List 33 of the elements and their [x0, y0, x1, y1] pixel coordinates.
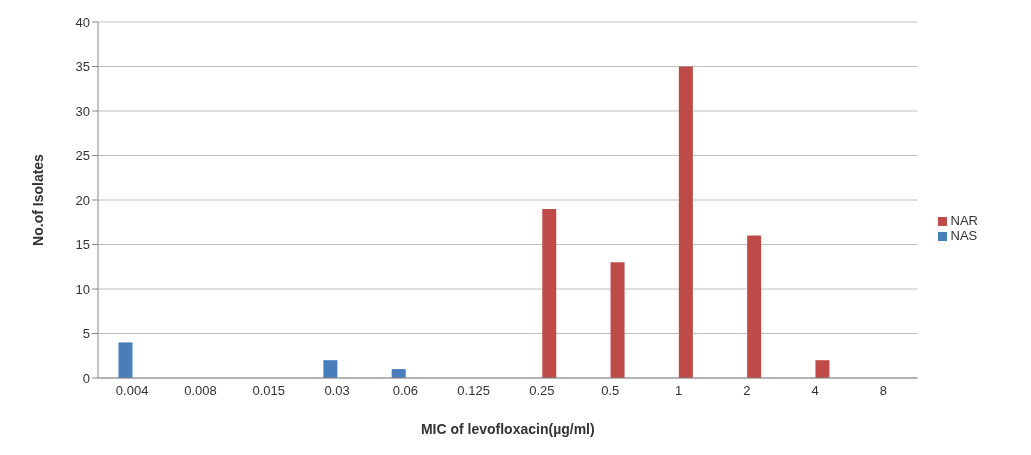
- y-tick-label: 10: [75, 281, 90, 297]
- bar: [323, 360, 338, 378]
- y-tick-label: 5: [82, 326, 90, 342]
- x-tick-label: 0.5: [601, 383, 620, 399]
- x-tick-label: 0.015: [252, 383, 286, 399]
- x-axis-title: MIC of levofloxacin(µg/ml): [420, 421, 595, 437]
- bar: [678, 66, 693, 378]
- bar: [747, 235, 762, 378]
- x-tick-label: 8: [879, 383, 888, 399]
- bar: [815, 360, 830, 378]
- bar: [610, 262, 625, 378]
- x-tick-label: 0.008: [184, 383, 217, 399]
- x-tick-label: 0.004: [115, 383, 149, 399]
- x-tick-label: 0.125: [457, 383, 490, 399]
- x-tick-label: 0.06: [392, 383, 418, 399]
- y-tick-label: 15: [75, 237, 90, 253]
- x-tick-label: 1: [674, 383, 683, 399]
- y-tick-label: 40: [75, 14, 90, 30]
- legend-label: NAS: [950, 228, 978, 243]
- bar: [391, 369, 406, 378]
- bar: [118, 342, 133, 378]
- y-tick-label: 25: [75, 148, 90, 164]
- y-tick-label: 0: [82, 370, 90, 386]
- x-tick-label: 2: [743, 383, 751, 399]
- y-tick-label: 30: [75, 103, 90, 119]
- y-tick-label: 20: [75, 192, 90, 208]
- x-tick-label: 0.25: [529, 383, 555, 399]
- x-tick-label: 0.03: [324, 383, 350, 399]
- bar: [542, 208, 557, 378]
- legend-label: NAR: [950, 213, 978, 228]
- y-tick-label: 35: [75, 59, 90, 75]
- y-axis-title: No.of Isolates: [29, 153, 46, 246]
- x-tick-label: 4: [811, 383, 819, 399]
